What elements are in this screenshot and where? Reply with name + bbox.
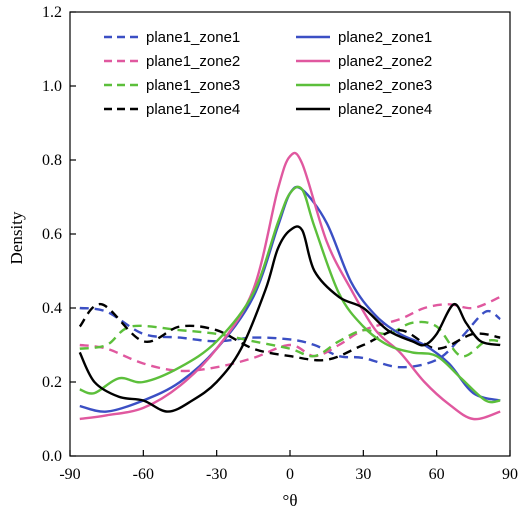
- series-line-plane1-zone4: [78, 303, 501, 362]
- x-tick-label: -90: [59, 466, 80, 483]
- series-line-plane2-zone2: [79, 151, 501, 421]
- legend-label: plane1_zone4: [146, 101, 240, 118]
- series-line-plane2-zone1: [79, 185, 501, 413]
- series-line-plane2-zone3: [79, 185, 501, 404]
- legend-label: plane1_zone2: [146, 53, 240, 70]
- plot-frame: [69, 11, 511, 457]
- legend-label: plane2_zone2: [338, 53, 432, 70]
- x-axis-title: °θ: [283, 491, 298, 510]
- legend-label: plane1_zone3: [146, 77, 240, 94]
- legend-label: plane2_zone4: [338, 101, 432, 118]
- legend-label: plane2_zone1: [338, 29, 432, 46]
- legend-label: plane1_zone1: [146, 29, 240, 46]
- x-tick-label: 30: [355, 466, 371, 483]
- plot-area: [69, 11, 511, 457]
- y-tick-label: 0.0: [42, 448, 62, 465]
- x-tick-label: -60: [133, 466, 154, 483]
- y-tick-label: 0.8: [42, 152, 62, 169]
- y-tick-label: 0.6: [42, 226, 62, 243]
- series-line-plane1-zone3: [79, 320, 501, 358]
- x-tick-label: 0: [286, 466, 294, 483]
- x-tick-label: -30: [206, 466, 227, 483]
- x-tick-label: 60: [429, 466, 445, 483]
- series-line-plane2-zone4: [78, 225, 501, 413]
- y-axis-title: Density: [7, 211, 26, 264]
- y-tick-label: 1.2: [42, 4, 62, 21]
- legend-label: plane2_zone3: [338, 77, 432, 94]
- series-line-plane1-zone1: [79, 306, 501, 369]
- legend: plane1_zone1plane1_zone2plane1_zone3plan…: [104, 29, 432, 118]
- series-layer: [78, 151, 501, 421]
- x-tick-label: 90: [502, 466, 518, 483]
- y-tick-label: 0.4: [42, 300, 62, 317]
- y-tick-label: 1.0: [42, 78, 62, 95]
- y-tick-label: 0.2: [42, 374, 62, 391]
- axes: 0.0 0.2 0.4 0.6 0.8 1.0 1.2 -90 -60 -30 0 30 60 90: [42, 4, 518, 483]
